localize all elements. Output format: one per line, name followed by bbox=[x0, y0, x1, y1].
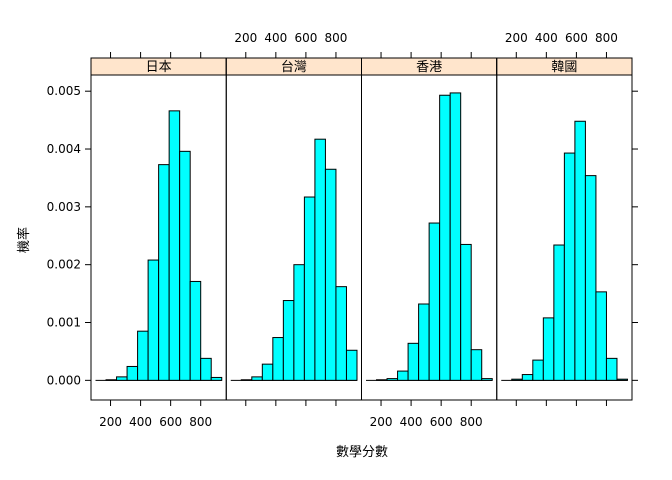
bar-4-9 bbox=[584, 175, 597, 381]
x-tick-label-4-1: 200 bbox=[505, 31, 528, 45]
panel-3: 香港 200 400 600 800 bbox=[361, 52, 498, 429]
panels-layer: 日本 200 400 600 800 台灣 200 400 600 800 香港 200 400 600 8… bbox=[90, 31, 633, 429]
y-tick-label-4: 0.003 bbox=[47, 200, 81, 214]
bar-2-5 bbox=[272, 337, 284, 381]
bar-2-6 bbox=[282, 300, 295, 381]
strip-label-3: 香港 bbox=[416, 60, 442, 75]
panel-2: 台灣 200 400 600 800 bbox=[225, 31, 362, 406]
bar-1-5 bbox=[137, 330, 149, 381]
bar-1-2 bbox=[105, 379, 118, 381]
x-tick-label-3-1: 200 bbox=[370, 415, 393, 429]
bar-2-2 bbox=[240, 379, 253, 381]
x-tick-label-4-4: 800 bbox=[595, 31, 618, 45]
bar-2-9 bbox=[314, 138, 326, 381]
strip-label-2: 台灣 bbox=[281, 60, 307, 75]
bar-4-2 bbox=[511, 378, 523, 381]
bar-4-12 bbox=[616, 378, 628, 381]
bar-4-7 bbox=[563, 152, 576, 381]
axes-layer: 0.000 0.001 0.002 0.003 0.004 0.005 bbox=[47, 84, 638, 387]
bar-3-5 bbox=[407, 342, 420, 381]
x-tick-label-3-2: 400 bbox=[400, 415, 423, 429]
panel-1: 日本 200 400 600 800 bbox=[90, 52, 227, 429]
x-axis-title: 數學分數 bbox=[336, 445, 388, 460]
bar-3-7 bbox=[428, 222, 441, 381]
y-tick-label-5: 0.004 bbox=[47, 142, 81, 156]
bar-2-10 bbox=[324, 168, 337, 381]
bar-4-8 bbox=[574, 120, 586, 381]
bar-3-9 bbox=[449, 92, 462, 381]
bar-3-2 bbox=[376, 379, 388, 381]
bar-3-6 bbox=[418, 303, 430, 381]
y-axis-title: 機率 bbox=[16, 227, 32, 253]
x-tick-label-4-3: 600 bbox=[565, 31, 588, 45]
bar-4-10 bbox=[595, 291, 607, 381]
x-tick-label-4-2: 400 bbox=[535, 31, 558, 45]
bar-1-10 bbox=[189, 280, 202, 381]
bar-1-4 bbox=[126, 365, 139, 381]
x-tick-label-2-3: 600 bbox=[294, 31, 317, 45]
bar-1-3 bbox=[116, 376, 128, 381]
bar-2-4 bbox=[261, 363, 274, 381]
panel-4: 韓國 200 400 600 800 bbox=[496, 31, 633, 406]
bar-2-8 bbox=[303, 196, 316, 381]
strip-label-4: 韓國 bbox=[551, 60, 577, 75]
bar-1-11 bbox=[200, 357, 212, 381]
y-tick-label-2: 0.001 bbox=[47, 316, 81, 330]
bar-2-7 bbox=[293, 264, 305, 381]
x-tick-label-3-4: 800 bbox=[460, 415, 483, 429]
bar-4-5 bbox=[542, 317, 555, 381]
y-tick-label-3: 0.002 bbox=[47, 258, 81, 272]
bar-2-3 bbox=[251, 376, 263, 381]
bar-3-8 bbox=[439, 94, 451, 381]
bar-4-4 bbox=[532, 359, 544, 381]
bar-3-12 bbox=[481, 378, 493, 381]
bar-1-8 bbox=[168, 110, 181, 381]
bar-4-3 bbox=[521, 374, 534, 381]
bar-4-6 bbox=[553, 244, 565, 381]
bar-4-11 bbox=[605, 357, 618, 381]
x-tick-label-2-1: 200 bbox=[234, 31, 257, 45]
x-tick-label-3-3: 600 bbox=[430, 415, 453, 429]
bar-1-6 bbox=[147, 259, 160, 381]
bar-3-3 bbox=[386, 378, 399, 381]
bar-3-11 bbox=[470, 349, 483, 381]
strip-label-1: 日本 bbox=[146, 60, 172, 75]
bar-2-11 bbox=[335, 286, 347, 381]
x-tick-label-2-2: 400 bbox=[264, 31, 287, 45]
bar-1-12 bbox=[210, 376, 223, 381]
bar-2-12 bbox=[345, 349, 358, 381]
panel-border-4 bbox=[496, 57, 633, 401]
bar-3-4 bbox=[397, 370, 409, 381]
bar-1-7 bbox=[158, 164, 170, 381]
y-tick-label-1: 0.000 bbox=[47, 373, 81, 387]
x-tick-label-2-4: 800 bbox=[324, 31, 347, 45]
x-tick-label-1-1: 200 bbox=[99, 415, 122, 429]
y-tick-label-6: 0.005 bbox=[47, 84, 81, 98]
x-tick-label-1-3: 600 bbox=[159, 415, 182, 429]
x-tick-label-1-2: 400 bbox=[129, 415, 152, 429]
x-tick-label-1-4: 800 bbox=[189, 415, 212, 429]
bar-3-10 bbox=[460, 243, 472, 381]
bar-1-9 bbox=[179, 150, 191, 381]
